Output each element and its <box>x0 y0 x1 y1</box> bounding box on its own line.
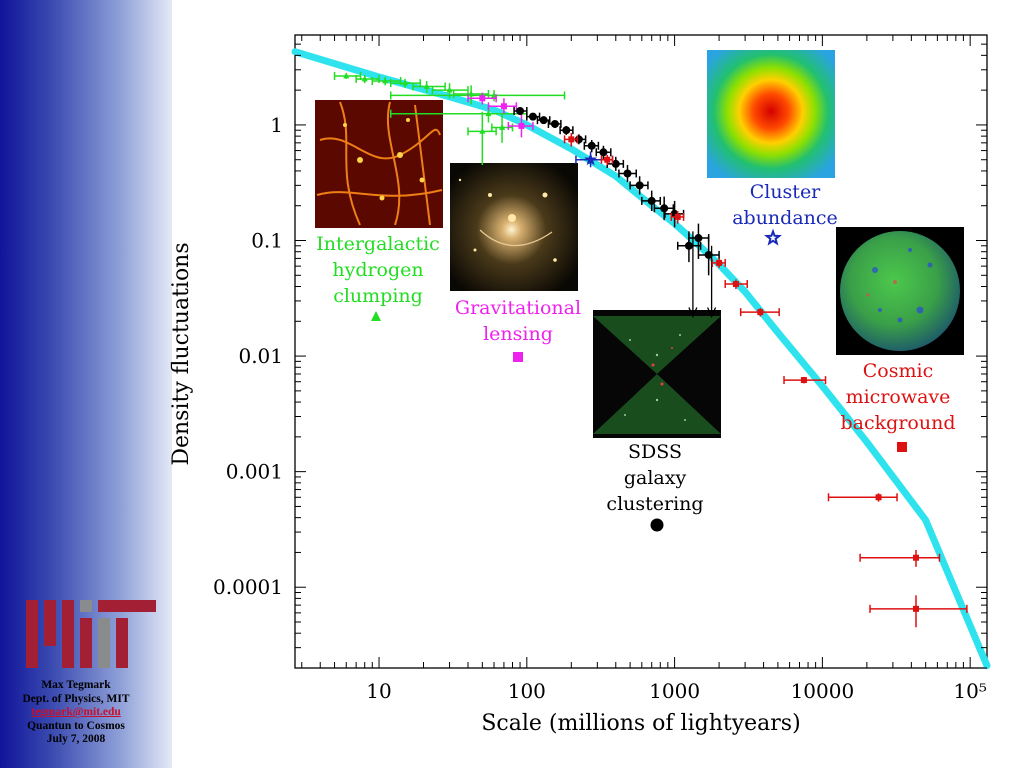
sdss-galaxy-clustering-point <box>528 112 537 121</box>
cosmic-microwave-background-point <box>912 605 919 612</box>
cluster-label-line: abundance <box>732 207 838 229</box>
hydrogen-label-line: hydrogen <box>332 259 423 281</box>
y-tick-label: 0.01 <box>238 344 283 368</box>
cmb-legend-marker <box>897 442 907 452</box>
x-tick-label: 10⁵ <box>953 679 986 703</box>
hydrogen-label-line: clumping <box>333 285 423 307</box>
x-axis-title: Scale (millions of lightyears) <box>481 711 800 736</box>
x-tick-label: 100 <box>508 679 546 703</box>
cosmic-microwave-background-series <box>563 133 968 628</box>
cosmic-microwave-background-point <box>912 554 919 561</box>
x-tick-label: 1000 <box>649 679 700 703</box>
event-date: July 7, 2008 <box>46 733 106 746</box>
y-tick-label: 0.0001 <box>213 575 283 599</box>
cmb-label: Cosmic microwave background <box>841 360 956 434</box>
intergalactic-hydrogen-clumping-point <box>485 110 492 117</box>
sdss-legend-marker <box>650 518 664 532</box>
cmb-label-line: microwave <box>846 386 951 408</box>
xray-cluster-image <box>707 50 835 178</box>
intergalactic-hydrogen-clumping-point <box>499 123 506 130</box>
y-tick-label: 1 <box>270 113 283 137</box>
gravitational-lensing-point <box>518 122 525 129</box>
density-fluctuation-chart: 10 100 1000 10000 10⁵ 1 0.1 0.01 0.001 0.0001 Int… <box>169 34 991 736</box>
sdss-galaxy-clustering-point <box>516 106 525 115</box>
cluster-label-line: Cluster <box>750 181 821 203</box>
cluster-label: Cluster abundance <box>732 181 838 229</box>
sdss-galaxy-clustering-point <box>587 141 596 150</box>
gravitational-lensing-series <box>467 92 534 138</box>
sdss-galaxy-clustering-point <box>704 250 713 259</box>
sdss-galaxy-clustering-point <box>660 204 669 213</box>
cmb-sphere-image <box>836 227 964 355</box>
sdss-wedge-map-image <box>593 310 721 438</box>
lensing-legend-marker <box>513 352 523 362</box>
axis-ticks-layer: 10 100 1000 10000 10⁵ 1 0.1 0.01 0.001 0.0001 <box>213 34 987 703</box>
sdss-galaxy-clustering-point <box>635 181 644 190</box>
author-credits: Max Tegmark Dept. of Physics, MIT tegmar… <box>0 679 152 747</box>
sdss-galaxy-clustering-point <box>694 234 703 243</box>
y-tick-label: 0.001 <box>226 460 283 484</box>
cosmic-microwave-background-point <box>757 309 764 316</box>
intergalactic-hydrogen-clumping-point <box>402 79 409 86</box>
sdss-galaxy-clustering-upper-limit-arrow <box>688 307 698 319</box>
filament-simulation-image <box>315 100 443 228</box>
hydrogen-label-line: Intergalactic <box>316 233 440 255</box>
cosmic-microwave-background-point <box>732 281 739 288</box>
lensing-label: Gravitational lensing <box>455 297 581 345</box>
intergalactic-hydrogen-clumping-point <box>479 127 486 134</box>
annotation-labels-layer: Intergalactic hydrogen clumping Gravitation… <box>316 181 955 532</box>
y-axis-title: Density fluctuations <box>169 242 194 465</box>
cmb-label-line: background <box>841 412 956 434</box>
x-tick-label: 10 <box>366 679 391 703</box>
sdss-galaxy-clustering-series <box>513 106 720 319</box>
cluster-legend-marker <box>764 228 782 246</box>
mit-logo <box>26 600 156 668</box>
galaxy-cluster-lensing-image <box>450 163 578 291</box>
author-name: Max Tegmark <box>41 679 111 691</box>
cmb-label-line: Cosmic <box>863 360 933 382</box>
sdss-label: SDSS galaxy clustering <box>606 441 703 515</box>
author-affiliation: Dept. of Physics, MIT <box>22 692 130 705</box>
intergalactic-hydrogen-clumping-point <box>446 86 453 93</box>
event-name: Quantun to Cosmos <box>27 719 125 732</box>
data-marks-layer <box>333 72 968 628</box>
x-tick-label: 10000 <box>791 679 855 703</box>
sdss-galaxy-clustering-point <box>684 241 693 250</box>
sdss-galaxy-clustering-point <box>647 196 656 205</box>
axes-frame <box>294 34 988 669</box>
intergalactic-hydrogen-clumping-point <box>361 75 368 82</box>
plot-area <box>294 34 988 669</box>
sdss-galaxy-clustering-point <box>599 148 608 157</box>
cosmic-microwave-background-point <box>875 494 882 501</box>
lensing-label-line: lensing <box>483 323 553 345</box>
y-tick-label: 0.1 <box>251 229 283 253</box>
sdss-galaxy-clustering-point <box>539 116 548 125</box>
intergalactic-hydrogen-clumping-point <box>343 72 350 79</box>
gravitational-lensing-point <box>479 95 486 102</box>
cosmic-microwave-background-point <box>604 156 611 163</box>
sdss-label-line: galaxy <box>624 467 687 489</box>
sdss-galaxy-clustering-point <box>562 126 571 135</box>
cosmic-microwave-background-point <box>800 377 807 384</box>
intergalactic-hydrogen-clumping-point <box>382 77 389 84</box>
hydrogen-label: Intergalactic hydrogen clumping <box>316 233 440 307</box>
sdss-galaxy-clustering-point <box>550 119 559 128</box>
inset-images <box>315 50 964 438</box>
cluster-abundance-point <box>584 152 598 166</box>
sdss-galaxy-clustering-upper-limit-arrow <box>707 307 717 319</box>
sdss-label-line: SDSS <box>628 441 682 463</box>
cosmic-microwave-background-point <box>568 136 575 143</box>
intergalactic-hydrogen-clumping-point <box>423 82 430 89</box>
lensing-label-line: Gravitational <box>455 297 581 319</box>
sdss-label-line: clustering <box>606 493 703 515</box>
hydrogen-legend-marker <box>371 311 381 321</box>
cosmic-microwave-background-point <box>716 259 723 266</box>
sdss-galaxy-clustering-point <box>611 159 620 168</box>
sdss-galaxy-clustering-point <box>623 169 632 178</box>
cosmic-microwave-background-point <box>674 213 681 220</box>
author-email-link[interactable]: tegmark@mit.edu <box>31 706 121 719</box>
gravitational-lensing-point <box>500 103 507 110</box>
